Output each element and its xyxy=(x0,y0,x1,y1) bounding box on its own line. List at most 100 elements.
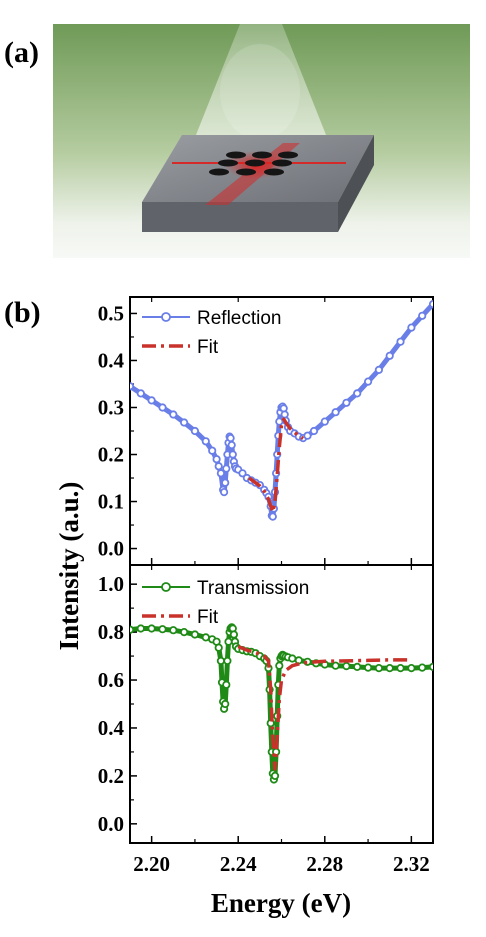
reflection-data-point xyxy=(374,365,383,374)
reflection-data-point xyxy=(214,462,223,471)
reflection-data-point xyxy=(212,455,221,464)
holes xyxy=(209,151,298,176)
transmission-plot: 0.0 0.2 0.4 0.6 0.8 1.0 2.20 2.24 2.28 2.32 Trans… xyxy=(98,564,434,876)
reflection-data-point xyxy=(221,478,230,487)
reflection-data-point xyxy=(275,417,284,426)
reflection-series xyxy=(130,300,433,521)
reflection-data-point xyxy=(280,410,289,419)
reflection-data-point xyxy=(385,351,394,360)
reflection-ytick-label: 0.1 xyxy=(98,490,124,514)
transmission-data-point xyxy=(221,699,230,709)
transmission-legend: Transmission Fit xyxy=(142,578,309,628)
panel-b: (b) Intensity (a.u.) Energy (eV) 0.0 0.1 0… xyxy=(4,296,434,918)
transmission-ticks: 0.0 0.2 0.4 0.6 0.8 1.0 2.20 2.24 2.28 2.32 xyxy=(98,565,430,876)
reflection-data-point xyxy=(268,512,277,521)
reflection-ytick-label: 0.4 xyxy=(98,348,125,372)
transmission-data-point xyxy=(270,771,280,781)
transmission-ytick-label: 0.0 xyxy=(98,812,124,836)
reflection-data-point xyxy=(130,382,135,391)
transmission-xtick-label: 2.24 xyxy=(220,852,257,876)
transmission-data-point xyxy=(374,663,383,673)
reflection-data-point xyxy=(407,323,416,332)
reflection-plot: 0.0 0.1 0.2 0.3 0.4 0.5 Reflection Fit xyxy=(98,296,434,566)
reflection-data-point xyxy=(201,437,210,446)
reflection-ytick-label: 0.5 xyxy=(98,301,124,325)
transmission-plot-frame xyxy=(129,564,434,844)
transmission-data-point xyxy=(201,633,210,642)
transmission-data-point xyxy=(190,630,199,639)
reflection-series-group xyxy=(130,300,433,521)
transmission-data-point xyxy=(396,663,405,673)
reflection-data-point xyxy=(190,426,199,436)
reflection-data-point xyxy=(147,396,156,405)
transmission-fit-line xyxy=(237,644,412,771)
reflection-plot-frame xyxy=(129,296,434,566)
transmission-xtick-label: 2.32 xyxy=(393,852,430,876)
reflection-legend: Reflection Fit xyxy=(142,308,282,358)
transmission-ytick-label: 1.0 xyxy=(98,572,124,596)
legend-reflection-label: Reflection xyxy=(197,308,282,329)
transmission-data-point xyxy=(136,624,145,633)
legend-transmission-marker xyxy=(161,582,171,592)
reflection-data-point xyxy=(428,300,433,309)
reflection-ticks: 0.0 0.1 0.2 0.3 0.4 0.5 xyxy=(98,297,413,565)
legend-fit-label: Fit xyxy=(197,607,219,628)
reflection-data-point xyxy=(169,410,178,419)
transmission-data-point xyxy=(214,643,223,652)
transmission-data-point xyxy=(130,625,135,634)
reflection-data-point xyxy=(136,389,145,398)
y-axis-title: Intensity (a.u.) xyxy=(54,482,84,651)
reflection-data-point xyxy=(320,417,329,426)
transmission-data-point xyxy=(407,663,416,673)
transmission-data-point xyxy=(288,654,297,663)
light-beam xyxy=(192,24,330,145)
reflection-data-point xyxy=(220,487,229,497)
transmission-ytick-label: 0.6 xyxy=(98,668,124,692)
reflection-ytick-label: 0.2 xyxy=(98,443,124,467)
reflection-data-point xyxy=(309,426,319,436)
legend-reflection-marker xyxy=(161,312,171,322)
transmission-ytick-label: 0.2 xyxy=(98,764,124,788)
reflection-data-point xyxy=(303,431,312,440)
transmission-data-point xyxy=(180,627,189,637)
legend-transmission-label: Transmission xyxy=(197,578,309,599)
reflection-data-point xyxy=(227,440,236,450)
reflection-data-point xyxy=(238,469,247,478)
transmission-data-point xyxy=(158,625,167,634)
reflection-data-point xyxy=(216,469,225,478)
beam-glow xyxy=(220,44,300,140)
reflection-data-point xyxy=(208,446,217,455)
panel-b-label: (b) xyxy=(4,296,41,329)
transmission-data-point xyxy=(342,661,351,671)
transmission-ytick-label: 0.8 xyxy=(98,620,124,644)
transmission-data-point xyxy=(147,624,156,633)
transmission-data-line xyxy=(130,624,433,782)
transmission-ytick-label: 0.4 xyxy=(98,716,125,740)
transmission-data-point xyxy=(275,661,284,670)
reflection-data-point xyxy=(418,311,427,320)
transmission-data-point xyxy=(222,680,231,689)
transmission-data-point xyxy=(229,630,238,639)
transmission-data-point xyxy=(223,656,232,666)
transmission-series-group xyxy=(130,623,433,784)
reflection-data-point xyxy=(222,464,231,473)
x-axis-title: Energy (eV) xyxy=(211,888,351,918)
slab-side xyxy=(338,135,374,232)
transmission-data-point xyxy=(363,663,373,672)
transmission-data-point xyxy=(418,663,427,672)
reflection-data-point xyxy=(353,389,362,398)
transmission-xtick-label: 2.28 xyxy=(306,852,343,876)
transmission-data-point xyxy=(353,662,362,672)
transmission-xtick-label: 2.20 xyxy=(133,852,170,876)
reflection-data-point xyxy=(180,418,189,427)
reflection-data-point xyxy=(158,403,167,412)
transmission-data-point xyxy=(331,661,340,670)
panel-a-label: (a) xyxy=(4,36,39,69)
transmission-data-point xyxy=(428,662,433,671)
transmission-data-point xyxy=(224,637,233,646)
transmission-series xyxy=(130,623,433,784)
reflection-data-point xyxy=(363,377,373,386)
legend-fit-label: Fit xyxy=(197,337,219,358)
reflection-data-point xyxy=(331,408,340,417)
